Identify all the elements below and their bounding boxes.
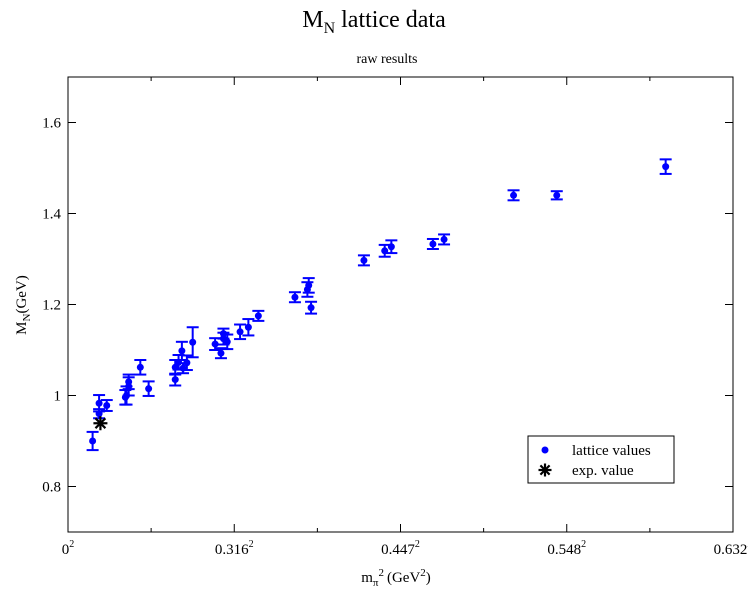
- lattice-point: [244, 323, 252, 331]
- lattice-point: [123, 392, 131, 399]
- lattice-point: [189, 338, 197, 346]
- lattice-point: [429, 240, 437, 248]
- x-tick-label: 0.3162: [215, 539, 254, 558]
- lattice-point: [211, 340, 219, 348]
- lattice-point: [179, 364, 187, 372]
- chart-title-subscript: N: [324, 20, 336, 37]
- lattice-point: [291, 293, 299, 301]
- x-axis-label-rest: (GeV: [387, 570, 420, 586]
- lattice-point: [553, 191, 561, 199]
- lattice-point: [254, 312, 262, 320]
- lattice-point: [183, 359, 191, 367]
- lattice-point: [217, 349, 225, 357]
- lattice-point: [440, 235, 448, 243]
- legend-label-lattice: lattice values: [572, 443, 651, 459]
- lattice-point: [103, 402, 111, 410]
- legend-box: [527, 435, 675, 484]
- lattice-point: [387, 243, 395, 251]
- y-tick-label: 1.2: [42, 298, 61, 314]
- exp-value-point: [93, 416, 108, 431]
- lattice-point: [145, 385, 153, 393]
- x-axis-label-sup: 2: [378, 567, 384, 579]
- lattice-point: [305, 281, 313, 289]
- lattice-point: [381, 247, 389, 255]
- y-axis-label-sub: N: [21, 313, 33, 321]
- x-axis-label-unit-sup: 2: [420, 567, 426, 579]
- legend-marker-exp: [538, 463, 552, 477]
- lattice-point: [223, 338, 231, 346]
- x-axis-label-sub: π: [373, 577, 379, 589]
- y-axis-ticks: 0.8 1 1.2 1.4 1.6: [42, 116, 733, 496]
- lattice-point: [662, 163, 670, 171]
- legend-asterisk-shape: [538, 463, 552, 477]
- y-axis-label-main: M: [14, 321, 30, 334]
- chart-subtitle: raw results: [356, 52, 417, 67]
- lattice-point: [95, 399, 103, 407]
- error-bars: [86, 158, 672, 452]
- lattice-point: [510, 191, 518, 199]
- lattice-point: [236, 328, 244, 336]
- y-axis-label: MN(GeV): [14, 275, 33, 335]
- x-tick-label: 0.5482: [547, 539, 586, 558]
- x-tick-label: 0.4472: [381, 539, 420, 558]
- y-tick-label: 0.8: [42, 480, 61, 496]
- lattice-point: [219, 330, 227, 338]
- lattice-point: [171, 363, 179, 371]
- x-axis-label: mπ2 (GeV2): [361, 567, 431, 589]
- x-axis-label-close: ): [426, 570, 431, 586]
- lattice-point: [95, 410, 103, 418]
- lattice-point: [171, 376, 179, 384]
- lattice-point: [125, 378, 133, 386]
- chart-title-rest: lattice data: [335, 7, 446, 33]
- x-axis-ticks: 02 0.3162 0.4472 0.5482 0.6322: [62, 77, 748, 558]
- chart-title: MN lattice data: [302, 7, 446, 37]
- y-tick-label: 1: [54, 389, 62, 405]
- legend-marker-lattice: [541, 446, 549, 454]
- lattice-point: [175, 358, 183, 366]
- x-axis-label-main: m: [361, 570, 373, 586]
- y-tick-label: 1.6: [42, 116, 61, 132]
- lattice-point: [89, 437, 97, 445]
- lattice-point: [178, 347, 186, 355]
- y-tick-label: 1.4: [42, 207, 61, 223]
- chart-title-main: M: [302, 7, 323, 33]
- lattice-point: [307, 304, 315, 312]
- lattice-point: [136, 363, 144, 371]
- x-tick-label: 02: [62, 539, 75, 558]
- data-points: [89, 163, 670, 445]
- legend-label-exp: exp. value: [572, 463, 634, 479]
- x-tick-label: 0.6322: [714, 539, 748, 558]
- lattice-point: [360, 256, 368, 264]
- legend: lattice values exp. value: [527, 435, 675, 484]
- y-axis-label-rest: (GeV): [14, 275, 30, 313]
